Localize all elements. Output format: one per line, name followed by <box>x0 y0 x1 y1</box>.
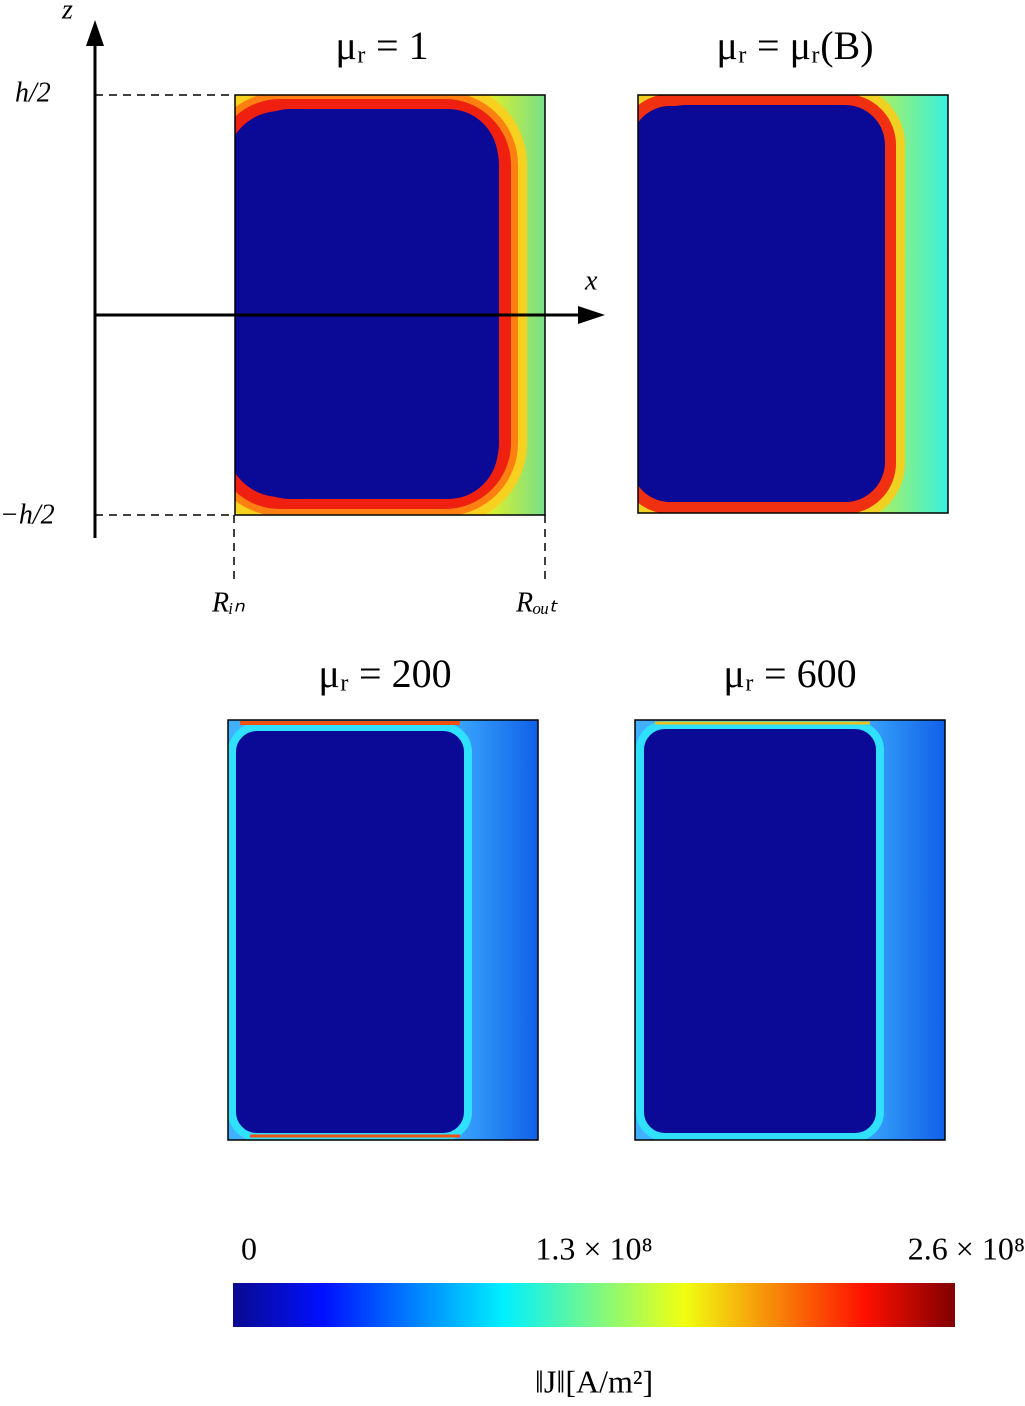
colorbar-tick-label: 0 <box>241 1230 257 1266</box>
axis-label: Rₒᵤₜ <box>515 587 558 618</box>
colorbar-label: ‖J‖[A/m²] <box>535 1363 653 1399</box>
axis-label: x <box>584 265 598 296</box>
heatmap <box>235 95 545 515</box>
heatmap <box>228 720 538 1140</box>
colorbar-tick-label: 2.6 × 10⁸ <box>908 1230 1025 1266</box>
panel-title: μᵣ = μᵣ(B) <box>716 23 873 68</box>
arrow <box>578 306 605 324</box>
panel-frame <box>634 719 946 1141</box>
colorbar-tick-label: 1.3 × 10⁸ <box>535 1230 652 1266</box>
axis-label: −h/2 <box>0 499 55 530</box>
axis-label: h/2 <box>15 77 51 108</box>
panel-title: μᵣ = 1 <box>335 23 428 68</box>
colorbar <box>233 1283 955 1327</box>
panel-title: μᵣ = 600 <box>723 651 856 696</box>
axis-label: Rᵢₙ <box>211 587 246 618</box>
heatmap <box>638 95 948 513</box>
panel-frame <box>637 94 949 514</box>
panel-title: μᵣ = 200 <box>318 651 451 696</box>
heatmap <box>635 720 945 1140</box>
axis-label: z <box>61 0 73 25</box>
panel-frame <box>227 719 539 1141</box>
panel-frame <box>234 94 546 516</box>
arrow <box>86 20 104 46</box>
